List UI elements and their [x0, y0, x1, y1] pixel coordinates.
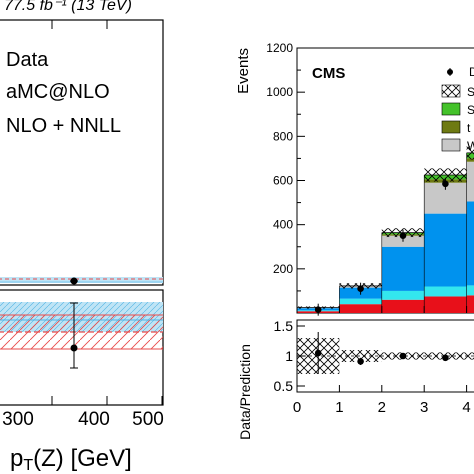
ratio-y-tick-label-0: 0.5: [274, 378, 294, 394]
legend-hatch-swatch: [441, 84, 461, 98]
stack-bar-1-1: [339, 298, 382, 305]
stack-bar-3-4: [466, 161, 474, 202]
uncertainty-band-4: [466, 146, 474, 160]
left-main-bands: [0, 277, 163, 283]
data-point-1: [357, 285, 364, 293]
x-tick-label-0: 0: [293, 399, 301, 416]
y-tick-label-2: 600: [273, 174, 293, 188]
legend-gray-swatch: [441, 138, 461, 152]
stack-bar-2-4: [466, 201, 474, 286]
left-x-tick-labels: 300 400 500: [2, 409, 164, 430]
ratio-point-3: [442, 354, 449, 362]
left-plot: 77.5 fb⁻¹ (13 TeV) Data aMC@NLO NLO + NN…: [0, 0, 164, 474]
cms-label: CMS: [312, 65, 345, 82]
left-x-axis-label: pT(Z) [GeV]: [10, 445, 132, 474]
stack-bar-1-4: [466, 285, 474, 296]
left-ratio-datapoint: [70, 302, 78, 369]
x-tick-label-4: 4: [462, 399, 470, 416]
stack-bar-0-3: [424, 296, 467, 313]
legend-hatch-text: S: [467, 85, 474, 99]
ratio-point-2: [399, 352, 407, 360]
legend-olive-text: t: [467, 121, 471, 135]
right-y-axis-label: Events: [235, 48, 252, 94]
legend-green-text: S: [467, 103, 474, 117]
stack-bar-0-1: [339, 304, 382, 313]
x-tick-label-2: 2: [378, 399, 386, 416]
x-tick-label-3: 3: [420, 399, 428, 416]
legend-olive-swatch: [441, 120, 461, 134]
left-legend: Data aMC@NLO NLO + NNLL: [6, 49, 121, 137]
ratio-band-4: [466, 352, 474, 360]
y-tick-label-1: 400: [273, 218, 293, 232]
right-ratio-content: [297, 332, 474, 374]
left-x-tick-300: 300: [2, 409, 34, 430]
left-x-ticks: [51, 20, 163, 405]
stack-bar-0-4: [466, 295, 474, 313]
left-x-tick-500: 500: [132, 409, 164, 430]
left-legend-amcnlo: aMC@NLO: [6, 81, 110, 103]
data-point-2: [399, 232, 407, 240]
left-lumi-label: 77.5 fb⁻¹ (13 TeV): [4, 0, 132, 14]
stack-bar-1-3: [424, 286, 467, 297]
stack-bar-2-2: [381, 246, 425, 291]
right-legend: D S S t W: [441, 65, 474, 153]
right-data-points: [314, 177, 449, 316]
right-x-axis: 0 1 2 3 4: [293, 306, 471, 416]
left-legend-nlo-nnll: NLO + NNLL: [6, 115, 121, 137]
left-ratio-bands: [0, 302, 163, 350]
stack-bar-4-4: [466, 158, 474, 162]
legend-data-text: D: [469, 65, 474, 79]
ratio-band-1: [339, 350, 382, 362]
data-point-3: [442, 180, 449, 188]
stack-bar-0-2: [381, 299, 425, 313]
y-tick-label-3: 800: [273, 129, 293, 143]
left-x-tick-400: 400: [78, 409, 110, 430]
y-tick-label-5: 1200: [266, 41, 293, 55]
right-ratio-y-axis: 0.5 1 1.5: [274, 318, 305, 394]
data-point-0: [314, 306, 322, 313]
y-tick-label-0: 200: [273, 262, 293, 276]
legend-green-swatch: [441, 102, 461, 116]
left-legend-data: Data: [6, 49, 49, 71]
stack-bar-1-2: [381, 290, 425, 300]
right-plot: CMS D S S t W 200 400 600 800 1000 1200 Event…: [235, 41, 474, 440]
ratio-y-tick-label-1: 1: [285, 348, 293, 364]
stack-bar-2-3: [424, 213, 467, 287]
y-tick-label-4: 1000: [266, 85, 293, 99]
ratio-point-0: [314, 349, 322, 357]
left-main-datapoint: [70, 277, 78, 285]
legend-gray-text: W: [467, 139, 474, 153]
x-tick-label-1: 1: [335, 399, 343, 416]
right-ratio-y-label: Data/Prediction: [237, 344, 253, 440]
ratio-point-1: [357, 358, 364, 365]
right-y-axis: 200 400 600 800 1000 1200: [266, 41, 305, 292]
ratio-y-tick-label-2: 1.5: [274, 318, 294, 334]
legend-data-marker: [447, 69, 453, 75]
left-main-frame: [0, 19, 164, 286]
uncertainty-band-3: [424, 168, 467, 182]
